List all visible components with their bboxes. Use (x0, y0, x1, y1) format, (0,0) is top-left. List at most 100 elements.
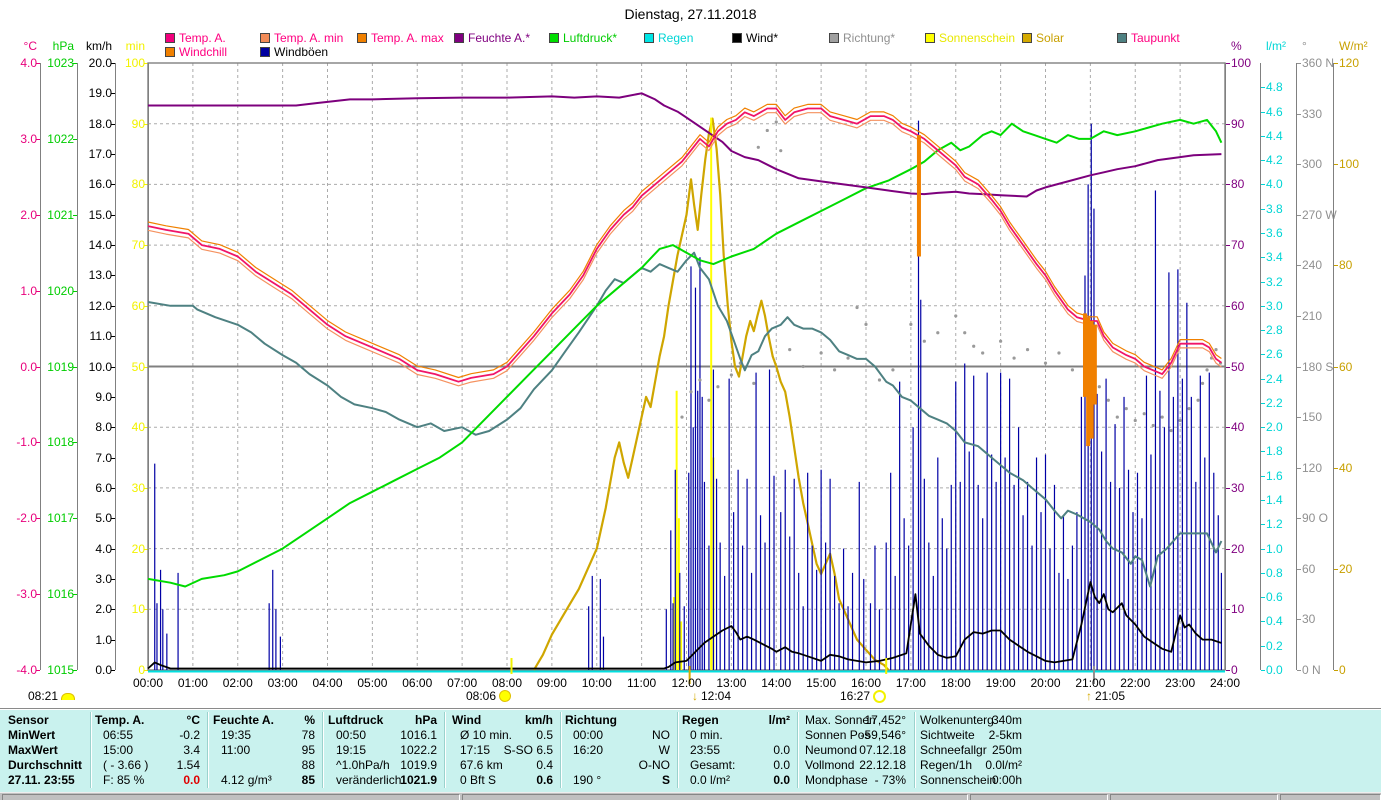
axis-tick-rain (1261, 379, 1265, 380)
axis-tick-label-sunshine: 50 (131, 359, 145, 374)
axis-tick-label-windspeed: 16.0 (88, 177, 112, 192)
axis-tick-label-windspeed: 17.0 (88, 147, 112, 162)
status-bar (0, 792, 1381, 800)
axis-tick-label-solar: 120 (1339, 56, 1360, 70)
table-header-unit: hPa (414, 713, 437, 727)
axis-tick-label-sunshine: 80 (131, 177, 145, 192)
axis-tick-label-windspeed: 11.0 (89, 329, 112, 344)
axis-tick-label-solar: 100 (1339, 157, 1360, 172)
axis-tick-direction (1297, 215, 1301, 216)
axis-tick-rain (1261, 403, 1265, 404)
day-marker-time: 12:04 (701, 689, 732, 703)
arrow-up-icon: ↑ (1086, 689, 1092, 703)
axis-tick-label-humidity: 90 (1231, 116, 1245, 131)
axis-tick-pressure (73, 670, 77, 671)
axis-tick-windspeed (111, 549, 115, 550)
axis-tick-windspeed (111, 670, 115, 671)
axis-tick-label-rain: 2.4 (1266, 371, 1283, 386)
axis-tick-label-windspeed: 5.0 (95, 511, 112, 526)
axis-tick-windspeed (111, 124, 115, 125)
axis-tick-direction (1297, 316, 1301, 317)
table-cell-value: 1019.9 (400, 758, 437, 772)
axis-tick-label-rain: 1.8 (1266, 444, 1283, 459)
legend-item-temp-a-: Temp. A. (165, 31, 226, 45)
axis-unit-temp: °C (23, 39, 37, 53)
axis-tick-label-windspeed: 3.0 (95, 571, 112, 586)
x-axis-label: 14:00 (761, 676, 792, 690)
axis-tick-rain (1261, 136, 1265, 137)
axis-tick-label-rain: 4.0 (1266, 177, 1283, 192)
axis-tick-direction (1297, 468, 1301, 469)
axis-tick-pressure (73, 367, 77, 368)
table-cell-label: Max. Sonnen (805, 713, 876, 727)
table-cell-label: 17:15 (460, 743, 491, 757)
axis-tick-solar (1334, 569, 1338, 570)
axis-tick-label-humidity: 70 (1231, 238, 1245, 253)
axis-tick-solar (1334, 164, 1338, 165)
legend-item-windb-en: Windböen (260, 45, 328, 59)
axis-tick-solar (1334, 367, 1338, 368)
table-cell-label: 4.12 g/m³ (221, 773, 272, 787)
axis-tick-label-direction: 210 (1302, 308, 1323, 323)
table-cell-label: Neumond (805, 743, 858, 757)
axis-tick-rain (1261, 621, 1265, 622)
axis-tick-label-solar: 40 (1339, 460, 1353, 475)
axis-tick-pressure (73, 215, 77, 216)
axis-tick-direction (1297, 367, 1301, 368)
x-axis-label: 03:00 (267, 676, 298, 690)
axis-tick-label-humidity: 20 (1231, 541, 1245, 556)
axis-tick-rain (1261, 282, 1265, 283)
axis-unit-humidity: % (1231, 39, 1242, 53)
axis-tick-label-humidity: 10 (1231, 602, 1245, 617)
axis-tick-label-temp: -4.0 (16, 663, 37, 677)
table-cell-value: W (658, 743, 670, 757)
table-header-unit: km/h (524, 713, 553, 727)
legend-item-temp-a-max: Temp. A. max (357, 31, 444, 45)
axis-tick-label-rain: 3.8 (1266, 201, 1283, 216)
table-cell-label: 0.0 l/m² (690, 773, 731, 787)
legend-label: Wind* (746, 31, 779, 45)
axis-tick-windspeed (111, 609, 115, 610)
axis-tick-label-pressure: 1022 (47, 131, 74, 146)
axis-tick-label-rain: 3.6 (1266, 225, 1283, 240)
axis-tick-sunshine (144, 427, 148, 428)
axis-tick-windspeed (111, 488, 115, 489)
table-cell-label: ( - 3.66 ) (103, 758, 149, 772)
legend-swatch-icon (644, 33, 654, 43)
axis-tick-label-sunshine: 90 (131, 116, 145, 131)
axis-spine-rain (1260, 63, 1261, 670)
axis-spine-windspeed (115, 63, 116, 670)
axis-tick-direction (1297, 114, 1301, 115)
axis-tick-direction (1297, 569, 1301, 570)
legend-swatch-icon (165, 47, 175, 57)
table-cell-value: 1.54 (176, 758, 200, 772)
x-axis-label: 21:00 (1075, 676, 1106, 690)
axis-tick-label-sunshine: 40 (131, 420, 145, 435)
table-header-sensor: Sensor (8, 713, 49, 727)
axis-tick-sunshine (144, 306, 148, 307)
axis-tick-solar (1334, 670, 1338, 671)
axis-tick-windspeed (111, 306, 115, 307)
status-bar-panel (462, 794, 968, 800)
axis-tick-label-temp: 1.0 (20, 283, 37, 298)
axis-tick-temp (36, 367, 40, 368)
axis-tick-windspeed (111, 336, 115, 337)
table-cell-label: 67.6 km (460, 758, 503, 772)
axis-tick-windspeed (111, 579, 115, 580)
table-header: Luftdruck (328, 713, 384, 727)
legend-swatch-icon (357, 33, 367, 43)
table-column-separator (90, 712, 92, 788)
legend-item-feuchte-a-: Feuchte A.* (454, 31, 530, 45)
table-cell-value: 250m (991, 743, 1022, 757)
axis-tick-label-sunshine: 0 (138, 663, 145, 677)
table-header: Temp. A. (95, 713, 145, 727)
axis-tick-windspeed (111, 93, 115, 94)
table-cell-value: 22.12.18 (859, 758, 906, 772)
legend-item-luftdruck-: Luftdruck* (549, 31, 617, 45)
table-column-separator (560, 712, 562, 788)
legend-item-sonnenschein: Sonnenschein (925, 31, 1015, 45)
table-cell-label: Mondphase (805, 773, 868, 787)
x-axis-label: 19:00 (985, 676, 1016, 690)
axis-tick-label-pressure: 1020 (47, 283, 74, 298)
axis-unit-rain: l/m² (1266, 39, 1286, 53)
